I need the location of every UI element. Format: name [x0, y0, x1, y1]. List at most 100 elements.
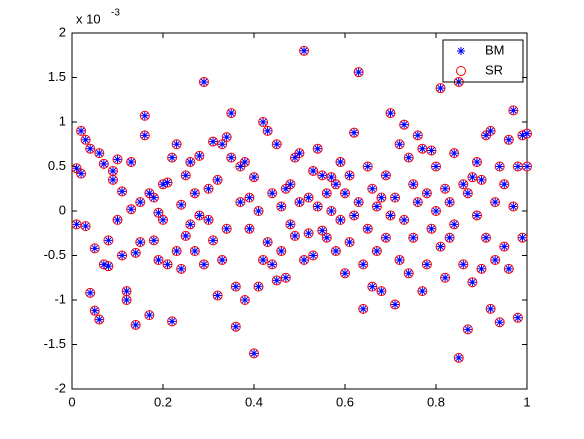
point [126, 157, 137, 168]
point [518, 131, 527, 140]
point [458, 179, 469, 190]
point [327, 207, 336, 215]
point [432, 207, 440, 215]
point [409, 180, 418, 189]
point [99, 159, 108, 168]
point [249, 172, 259, 183]
point [509, 202, 518, 211]
y-tick-label: -0.5 [44, 247, 66, 262]
point [445, 198, 454, 207]
y-tick-label: -1.5 [44, 336, 66, 351]
point [86, 288, 95, 297]
point [458, 259, 469, 270]
point [381, 233, 390, 242]
point [331, 180, 340, 189]
point [459, 180, 468, 189]
point [409, 233, 418, 242]
point [463, 189, 472, 198]
point [286, 220, 295, 229]
y-tick-label: 1.5 [48, 69, 66, 84]
point [371, 246, 382, 257]
point [176, 263, 187, 274]
point [281, 184, 290, 193]
point [149, 193, 158, 202]
point [267, 188, 278, 199]
point [199, 260, 208, 269]
point [453, 352, 464, 363]
point [408, 179, 419, 190]
point [330, 246, 341, 257]
point [194, 210, 205, 221]
point [308, 250, 319, 261]
point [422, 189, 431, 198]
point [204, 215, 213, 224]
point [340, 188, 350, 199]
point [267, 259, 278, 270]
point [268, 260, 277, 269]
point [163, 260, 172, 269]
point [354, 68, 363, 77]
point [81, 135, 90, 144]
point [317, 225, 328, 236]
point [449, 148, 460, 159]
point [159, 180, 167, 189]
point [203, 214, 214, 225]
point [481, 232, 492, 243]
point [436, 242, 445, 251]
point [107, 174, 118, 185]
point [72, 220, 81, 229]
point [89, 305, 100, 316]
point [127, 158, 136, 167]
point [98, 158, 109, 169]
point [80, 134, 91, 145]
point [444, 197, 455, 208]
point [199, 77, 208, 86]
point [294, 197, 305, 208]
point [444, 232, 455, 243]
point [418, 287, 427, 296]
point [326, 206, 337, 216]
point [322, 189, 331, 198]
point [503, 134, 514, 145]
point [90, 244, 99, 253]
point [485, 303, 496, 314]
point [81, 222, 90, 231]
point [390, 192, 401, 203]
point [249, 348, 259, 359]
point [371, 201, 382, 212]
point [440, 272, 451, 283]
point [90, 306, 99, 315]
point [272, 140, 281, 149]
point [254, 207, 263, 215]
point [350, 128, 359, 137]
point [482, 233, 491, 242]
point [304, 229, 313, 238]
point [217, 139, 228, 150]
point [95, 149, 104, 158]
point [421, 259, 432, 270]
legend-marker [457, 47, 465, 55]
point [231, 322, 240, 331]
point [213, 175, 222, 184]
point [277, 202, 286, 211]
point [180, 170, 191, 181]
y-exponent: -3 [111, 8, 120, 19]
point [431, 206, 441, 216]
point [262, 125, 273, 136]
point [441, 273, 450, 282]
point [140, 131, 149, 140]
point [299, 45, 310, 56]
point [318, 171, 327, 180]
point [508, 105, 519, 116]
point [221, 132, 232, 143]
point [512, 312, 523, 323]
point [94, 314, 105, 325]
point [172, 247, 181, 256]
point [99, 260, 108, 269]
point [127, 205, 136, 214]
x-tick-label: 0.4 [245, 394, 263, 409]
point [331, 247, 340, 256]
point [353, 197, 364, 208]
point [154, 208, 163, 217]
